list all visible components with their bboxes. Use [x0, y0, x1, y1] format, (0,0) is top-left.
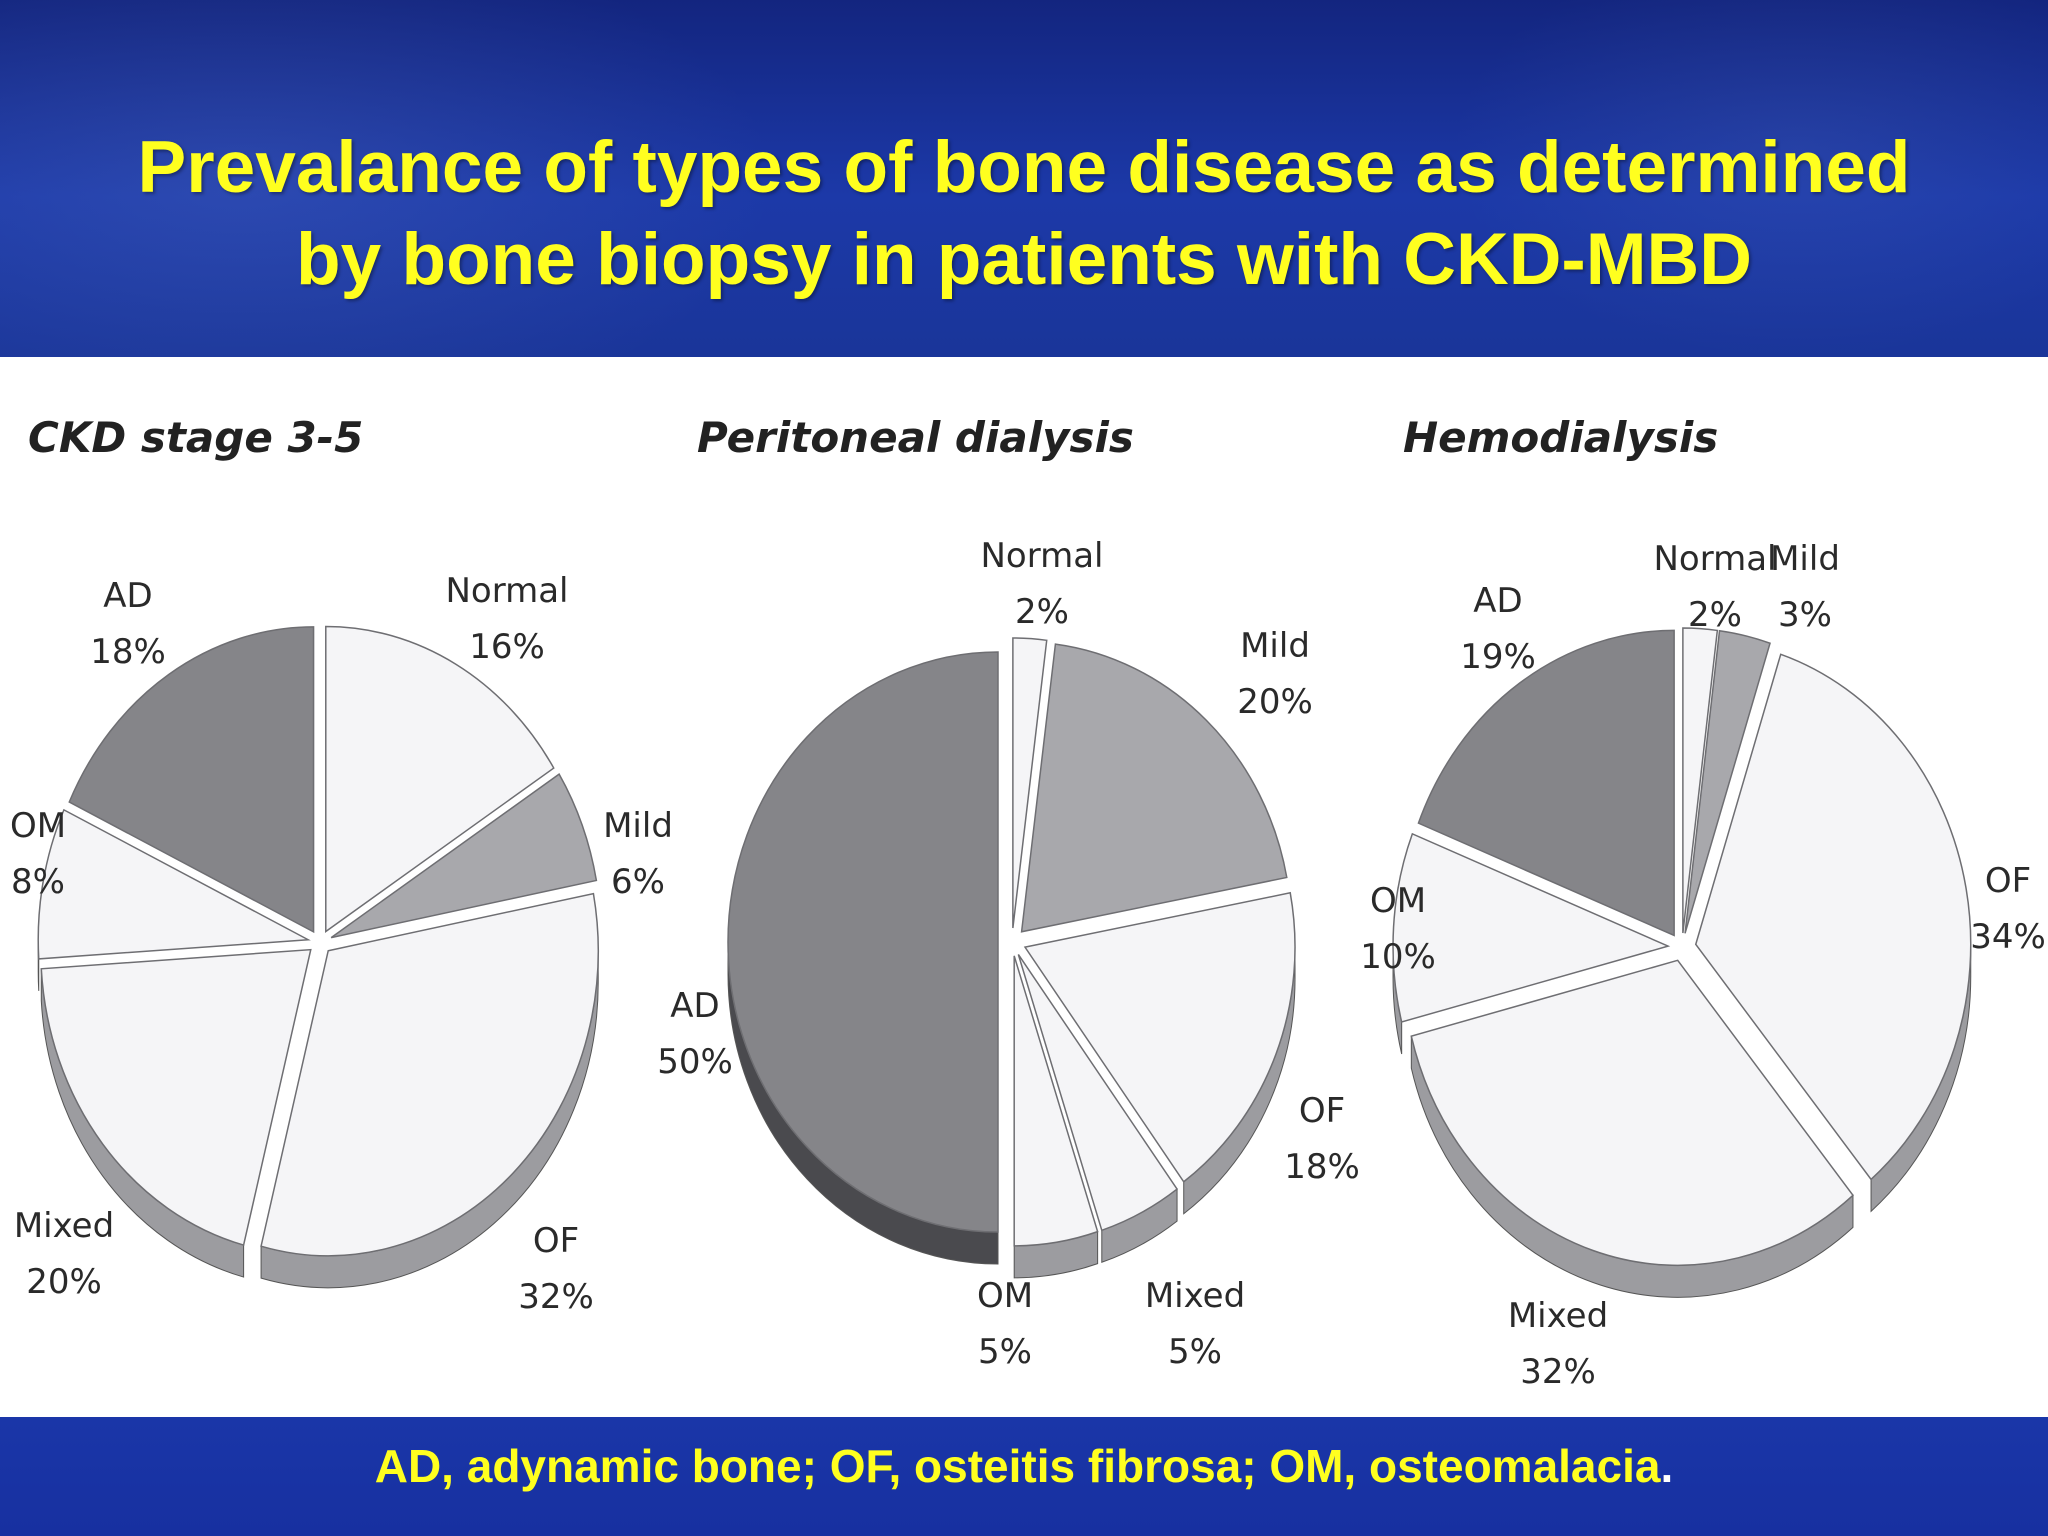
pie-slice-mixed: [40, 948, 312, 1247]
slice-label-of: OF 34%: [1970, 861, 2046, 957]
slice-label-ad: AD 50%: [657, 986, 733, 1082]
pie-slice-mild: [330, 773, 598, 939]
slice-category-label: OM: [977, 1276, 1033, 1316]
pie-slice-normal: [1012, 637, 1048, 929]
slice-label-om: OM 10%: [1360, 881, 1436, 977]
slice-value-label: 6%: [611, 862, 665, 902]
slice-value-label: 32%: [1520, 1352, 1596, 1392]
pie-slice-normal: [1682, 627, 1719, 934]
slice-value-label: 5%: [978, 1332, 1032, 1372]
slice-label-mild: Mild 3%: [1770, 539, 1840, 635]
slice-category-label: Normal: [445, 571, 568, 611]
slice-category-label: AD: [670, 986, 719, 1026]
slice-value-label: 19%: [1460, 637, 1536, 677]
slice-value-label: 32%: [518, 1277, 594, 1317]
slice-category-label: Normal: [1653, 539, 1776, 579]
pie-slice-ad: [68, 626, 315, 934]
pie-slice-om: [1013, 955, 1099, 1247]
slice-label-normal: Normal 2%: [1653, 539, 1776, 635]
slice-category-label: AD: [103, 576, 152, 616]
pie-slice-om: [37, 808, 311, 960]
slice-label-mild: Mild 20%: [1237, 626, 1313, 722]
slice-label-mixed: Mixed 5%: [1145, 1276, 1245, 1372]
slice-category-label: Mild: [1770, 539, 1840, 579]
pie-slice-mild: [1020, 643, 1288, 933]
slice-category-label: OM: [1370, 881, 1426, 921]
slice-label-of: OF 18%: [1284, 1091, 1360, 1187]
pie-slice-of: [1023, 891, 1296, 1183]
slide-title: Prevalance of types of bone disease as d…: [0, 122, 2048, 306]
slice-category-label: Mild: [603, 806, 673, 846]
slice-value-label: 18%: [1284, 1147, 1360, 1187]
slice-value-label: 2%: [1688, 595, 1742, 635]
slice-category-label: OF: [1985, 861, 2031, 901]
abbreviation-footnote: AD, adynamic bone; OF, osteitis fibrosa;…: [0, 1436, 2048, 1496]
slice-value-label: 8%: [11, 862, 65, 902]
pie-chart-hemodialysis: Hemodialysis Normal 2% Mild 3% OF 34% Mixed 32% O…: [1360, 413, 2046, 1392]
pie-slice-normal: [325, 625, 555, 933]
slice-value-label: 20%: [1237, 682, 1313, 722]
slice-category-label: Mixed: [14, 1206, 114, 1246]
slide-title-line-2: by bone biopsy in patients with CKD-MBD: [296, 219, 1752, 300]
pie-slice-mixed: [1017, 954, 1179, 1232]
chart-title: Peritoneal dialysis: [697, 413, 1134, 462]
slice-category-label: OM: [10, 806, 66, 846]
slice-category-label: OF: [533, 1221, 579, 1261]
charts-panel: CKD stage 3-5 Normal 16% Mild 6% OF 32% Mixed 20…: [0, 357, 2048, 1417]
chart-title: Hemodialysis: [1403, 413, 1718, 462]
slice-label-normal: Normal 2%: [980, 536, 1103, 632]
slice-category-label: Normal: [980, 536, 1103, 576]
slice-label-om: OM 8%: [10, 806, 66, 902]
pie-chart-peritoneal-dialysis: Peritoneal dialysis Normal 2% Mild 20% OF 18% M…: [657, 413, 1360, 1372]
slice-value-label: 20%: [26, 1262, 102, 1302]
slice-category-label: OF: [1299, 1091, 1345, 1131]
pie-charts: CKD stage 3-5 Normal 16% Mild 6% OF 32% Mixed 20…: [10, 413, 2046, 1392]
slice-value-label: 50%: [657, 1042, 733, 1082]
slice-category-label: Mild: [1240, 626, 1310, 666]
footnote-period: .: [1660, 1440, 1674, 1492]
pie-slice-mild: [1684, 629, 1771, 934]
slice-value-label: 3%: [1778, 595, 1832, 635]
slice-category-label: AD: [1473, 581, 1522, 621]
slice-category-label: Mixed: [1508, 1296, 1608, 1336]
pie-slice-om: [1392, 832, 1671, 1023]
slice-label-ad: AD 19%: [1460, 581, 1536, 677]
pie-slice-of: [260, 892, 599, 1257]
slice-value-label: 10%: [1360, 937, 1436, 977]
pie-chart-ckd-stage-3-5: CKD stage 3-5 Normal 16% Mild 6% OF 32% Mixed 20…: [10, 413, 673, 1317]
pie-slice-of: [1694, 653, 1972, 1181]
slide-title-line-1: Prevalance of types of bone disease as d…: [137, 127, 1911, 208]
pie-slice-ad: [727, 651, 999, 1233]
slice-value-label: 34%: [1970, 917, 2046, 957]
slide-header: [0, 0, 2048, 357]
pie-slice-ad: [1417, 629, 1675, 937]
chart-title: CKD stage 3-5: [28, 413, 363, 462]
slice-value-label: 2%: [1015, 592, 1069, 632]
slice-label-of: OF 32%: [518, 1221, 594, 1317]
slice-value-label: 18%: [90, 632, 166, 672]
slice-label-ad: AD 18%: [90, 576, 166, 672]
slice-label-normal: Normal 16%: [445, 571, 568, 667]
slice-value-label: 16%: [469, 627, 545, 667]
slice-label-mixed: Mixed 20%: [14, 1206, 114, 1302]
slice-label-om: OM 5%: [977, 1276, 1033, 1372]
slice-label-mild: Mild 6%: [603, 806, 673, 902]
slide-footer: [0, 1417, 2048, 1536]
slice-value-label: 5%: [1168, 1332, 1222, 1372]
footnote-text: AD, adynamic bone; OF, osteitis fibrosa;…: [374, 1440, 1661, 1492]
pie-slice-mixed: [1410, 959, 1854, 1267]
slice-category-label: Mixed: [1145, 1276, 1245, 1316]
slice-label-mixed: Mixed 32%: [1508, 1296, 1608, 1392]
